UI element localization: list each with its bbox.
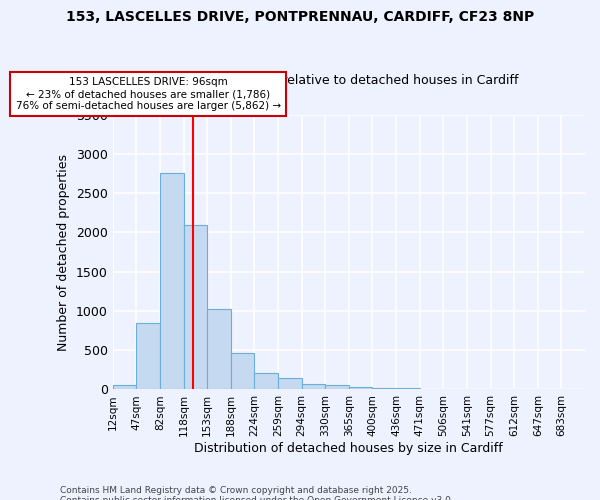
- Bar: [254, 373, 278, 390]
- Bar: [349, 386, 373, 390]
- Bar: [184, 224, 207, 390]
- Bar: [302, 384, 325, 390]
- Bar: [325, 385, 349, 390]
- Y-axis label: Number of detached properties: Number of detached properties: [58, 154, 70, 350]
- Bar: [207, 308, 231, 390]
- Text: 153 LASCELLES DRIVE: 96sqm
← 23% of detached houses are smaller (1,786)
76% of s: 153 LASCELLES DRIVE: 96sqm ← 23% of deta…: [16, 78, 281, 110]
- Bar: [419, 388, 443, 390]
- Text: 153, LASCELLES DRIVE, PONTPRENNAU, CARDIFF, CF23 8NP: 153, LASCELLES DRIVE, PONTPRENNAU, CARDI…: [66, 10, 534, 24]
- Text: Contains public sector information licensed under the Open Government Licence v3: Contains public sector information licen…: [60, 496, 454, 500]
- Bar: [113, 385, 136, 390]
- Title: Size of property relative to detached houses in Cardiff: Size of property relative to detached ho…: [179, 74, 518, 87]
- Bar: [231, 354, 254, 390]
- Text: Contains HM Land Registry data © Crown copyright and database right 2025.: Contains HM Land Registry data © Crown c…: [60, 486, 412, 495]
- Bar: [160, 172, 184, 390]
- Bar: [136, 322, 160, 390]
- Bar: [278, 378, 302, 390]
- Bar: [396, 388, 419, 390]
- X-axis label: Distribution of detached houses by size in Cardiff: Distribution of detached houses by size …: [194, 442, 503, 455]
- Bar: [373, 388, 396, 390]
